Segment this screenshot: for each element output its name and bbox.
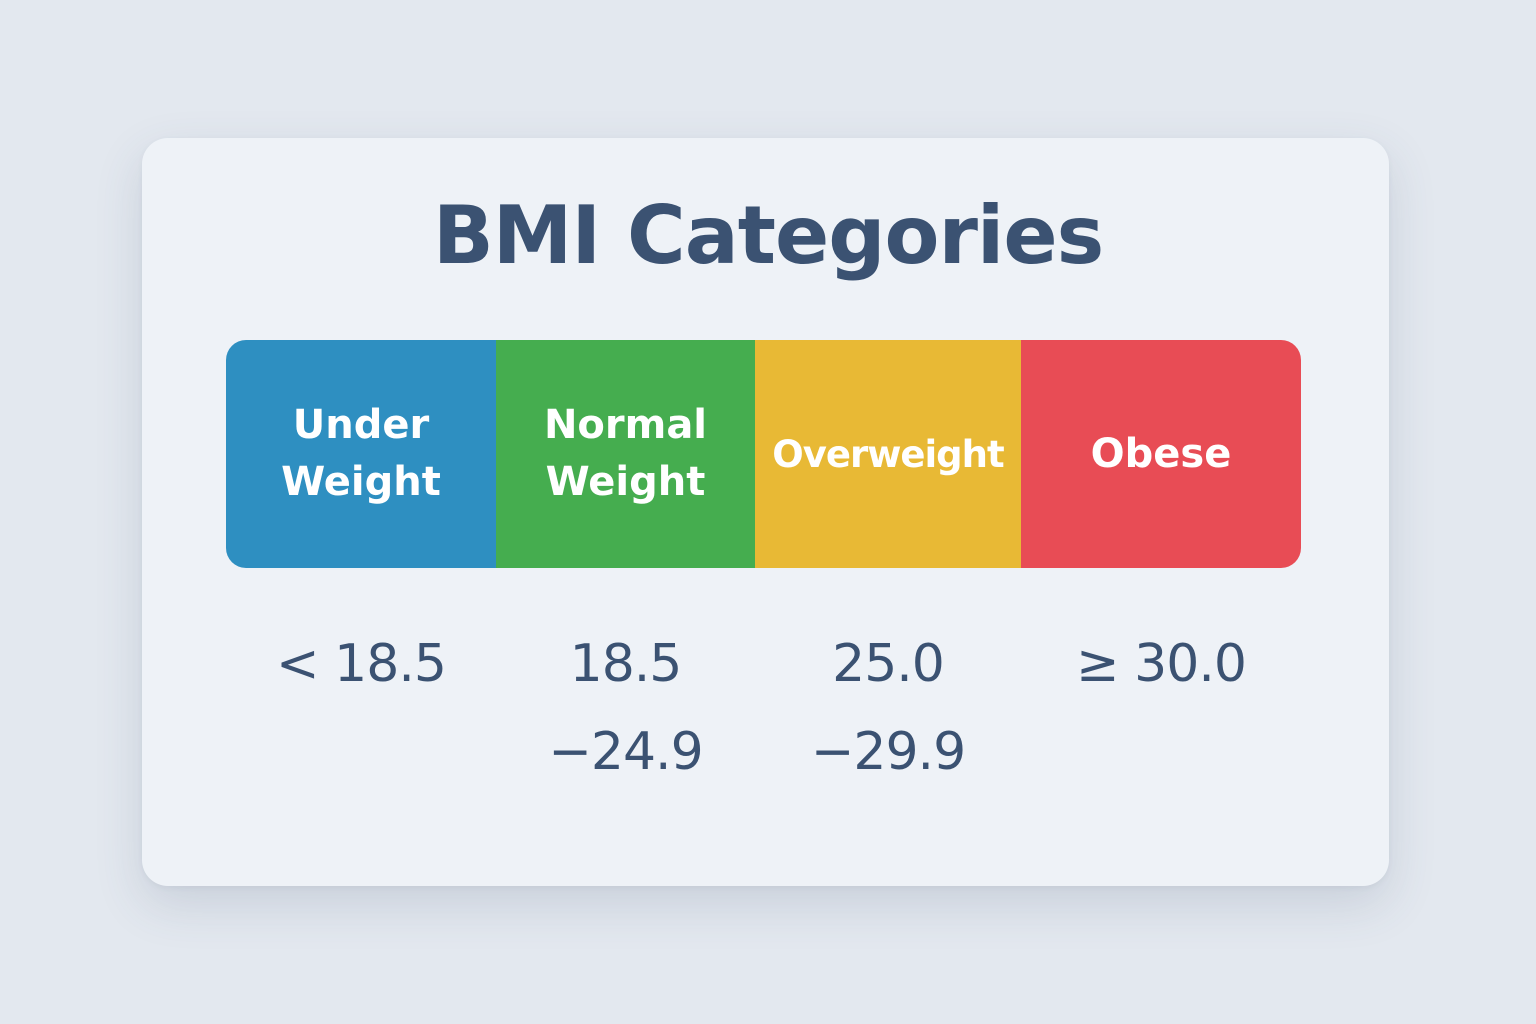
segment-under-weight: Under Weight (226, 340, 496, 568)
segment-label-under-weight: Under Weight (281, 402, 441, 505)
range-under-weight: < 18.5 (276, 634, 447, 694)
segment-obese: Obese (1021, 340, 1301, 568)
diagram-title: BMI Categories (432, 189, 1104, 282)
range-normal-weight: 18.5 −24.9 (548, 634, 703, 782)
range-obese: ≥ 30.0 (1076, 634, 1247, 694)
range-overweight: 25.0 −29.9 (810, 634, 966, 782)
bmi-ranges: < 18.5 18.5 −24.9 25.0 −29.9 ≥ 30.0 (226, 620, 1301, 796)
bmi-category-bar: Under Weight Normal Weight Overweight Ob… (226, 340, 1301, 568)
segment-label-normal-weight: Normal Weight (543, 402, 708, 505)
segment-normal-weight: Normal Weight (496, 340, 755, 568)
segment-label-obese: Obese (1090, 430, 1232, 477)
segment-overweight: Overweight (755, 340, 1021, 568)
segment-label-overweight: Overweight (772, 432, 1004, 476)
